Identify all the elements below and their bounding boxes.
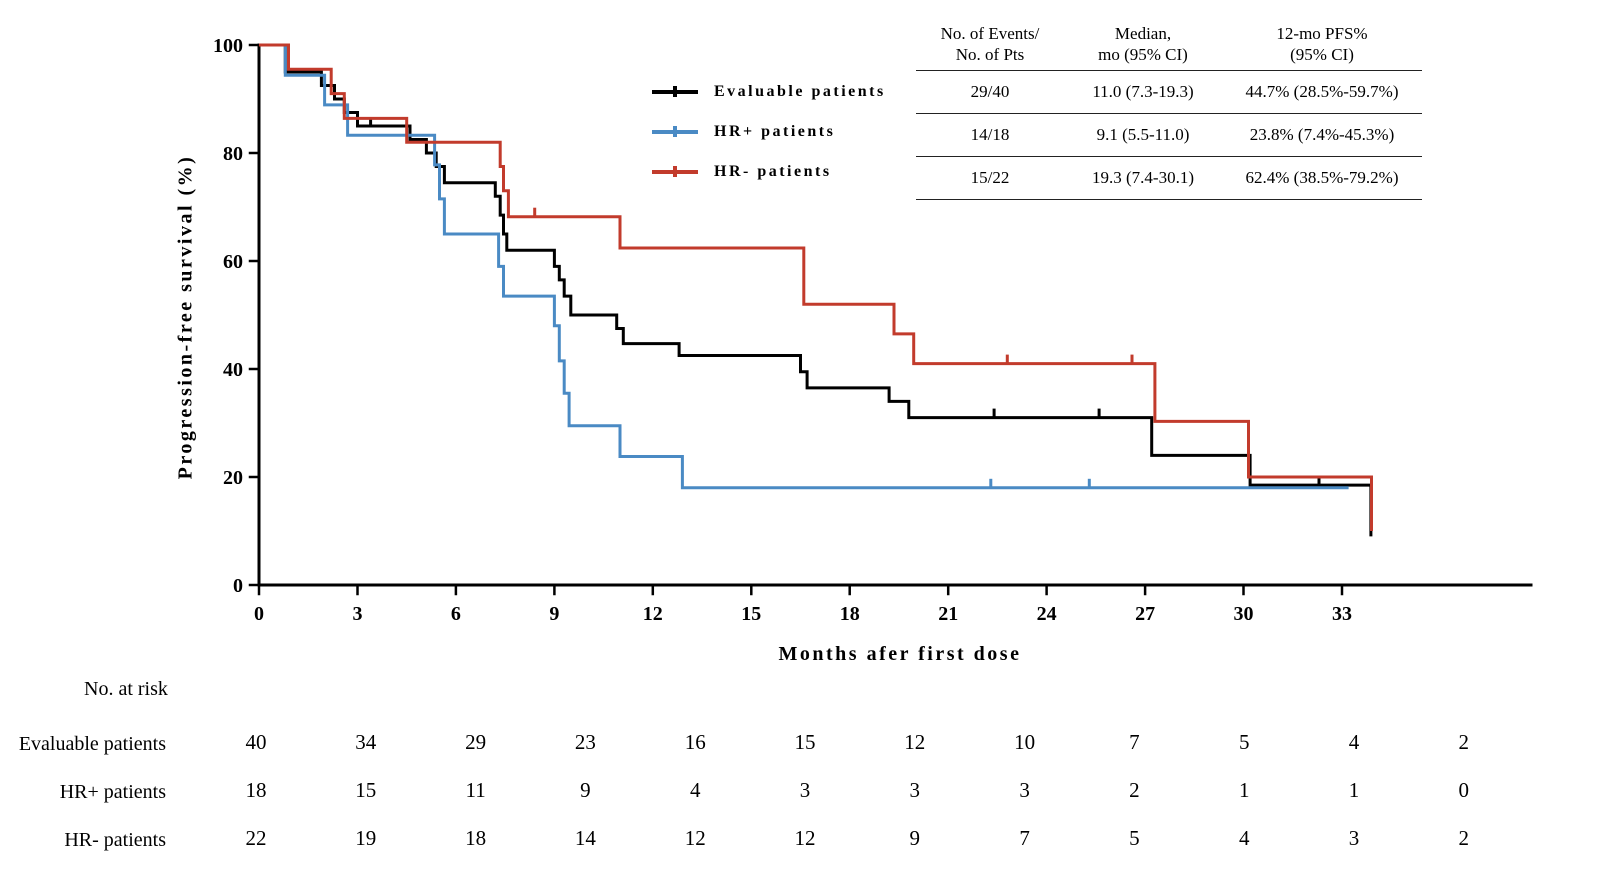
legend-line-marker-hr-minus [652, 166, 698, 178]
svg-text:34: 34 [355, 730, 377, 754]
legend-item-hr-minus: HR- patients [652, 152, 886, 192]
svg-text:29: 29 [465, 730, 486, 754]
stats-cell-median: 9.1 (5.5-11.0) [1096, 125, 1190, 145]
stats-cell-events: 15/22 [970, 168, 1010, 188]
svg-text:9: 9 [580, 778, 591, 802]
svg-text:27: 27 [1135, 603, 1155, 625]
svg-text:9: 9 [549, 603, 559, 625]
svg-text:30: 30 [1234, 603, 1254, 625]
svg-text:16: 16 [685, 730, 706, 754]
svg-text:18: 18 [246, 778, 267, 802]
y-axis-title: Progression-free survival (%) [174, 154, 197, 480]
legend-line-marker-evaluable [652, 86, 698, 98]
risk-row-label-hr-minus: HR- patients [64, 829, 166, 851]
censor-tick-icon [673, 86, 677, 98]
legend-line-marker-hr-plus [652, 126, 698, 138]
svg-text:40: 40 [223, 359, 243, 381]
svg-text:3: 3 [800, 778, 811, 802]
svg-text:1: 1 [1239, 778, 1250, 802]
svg-text:3: 3 [1019, 778, 1030, 802]
svg-text:19: 19 [355, 826, 376, 850]
svg-text:15: 15 [741, 603, 761, 625]
svg-text:3: 3 [1349, 826, 1360, 850]
svg-text:4: 4 [1349, 730, 1360, 754]
svg-text:3: 3 [910, 778, 921, 802]
svg-text:18: 18 [840, 603, 860, 625]
risk-row-label-hr-plus: HR+ patients [59, 781, 166, 803]
stats-header-median: Median, mo (95% CI) [1098, 23, 1188, 64]
stats-row-evaluable: 29/40 11.0 (7.3-19.3) 44.7% (28.5%-59.7%… [916, 71, 1422, 114]
stats-cell-median: 19.3 (7.4-30.1) [1092, 168, 1194, 188]
svg-text:12: 12 [795, 826, 816, 850]
svg-text:100: 100 [213, 35, 243, 57]
stats-cell-pfs: 62.4% (38.5%-79.2%) [1245, 168, 1399, 188]
risk-row-label-evaluable: Evaluable patients [18, 733, 166, 755]
svg-text:6: 6 [451, 603, 461, 625]
svg-text:3: 3 [353, 603, 363, 625]
svg-text:4: 4 [1239, 826, 1250, 850]
svg-text:0: 0 [1459, 778, 1470, 802]
svg-text:12: 12 [904, 730, 925, 754]
x-axis-title: Months afer first dose [778, 643, 1022, 665]
censor-tick-icon [673, 166, 677, 178]
stats-row-hr-plus: 14/18 9.1 (5.5-11.0) 23.8% (7.4%-45.3%) [916, 114, 1422, 157]
stats-cell-pfs: 23.8% (7.4%-45.3%) [1249, 125, 1395, 145]
svg-text:20: 20 [223, 467, 243, 489]
legend-label-hr-plus: HR+ patients [714, 123, 836, 140]
stats-cell-pfs: 44.7% (28.5%-59.7%) [1245, 82, 1399, 102]
tick-labels: 0 20 40 60 80 100 0 3 6 9 12 15 18 21 24 27 30 33 [213, 35, 1352, 625]
svg-text:1: 1 [1349, 778, 1360, 802]
svg-text:15: 15 [795, 730, 816, 754]
axes [248, 43, 1533, 596]
risk-table-title: No. at risk [84, 678, 168, 700]
svg-text:15: 15 [355, 778, 376, 802]
series-hr-patients [259, 43, 1373, 531]
svg-text:10: 10 [1014, 730, 1035, 754]
svg-text:12: 12 [685, 826, 706, 850]
svg-text:21: 21 [938, 603, 958, 625]
svg-text:14: 14 [575, 826, 597, 850]
svg-text:18: 18 [465, 826, 486, 850]
legend-item-hr-plus: HR+ patients [652, 112, 886, 152]
svg-text:4: 4 [690, 778, 701, 802]
svg-text:40: 40 [246, 730, 267, 754]
svg-text:5: 5 [1239, 730, 1250, 754]
svg-text:80: 80 [223, 143, 243, 165]
svg-text:7: 7 [1129, 730, 1140, 754]
stats-row-hr-minus: 15/22 19.3 (7.4-30.1) 62.4% (38.5%-79.2%… [916, 157, 1422, 200]
stats-header-events: No. of Events/ No. of Pts [940, 23, 1040, 64]
stats-header-pfs: 12-mo PFS% (95% CI) [1276, 23, 1368, 64]
svg-text:0: 0 [254, 603, 264, 625]
svg-text:2: 2 [1459, 826, 1470, 850]
legend-label-evaluable: Evaluable patients [714, 83, 886, 100]
svg-text:24: 24 [1037, 603, 1057, 625]
svg-text:7: 7 [1019, 826, 1030, 850]
svg-text:0: 0 [233, 575, 243, 597]
svg-text:12: 12 [643, 603, 663, 625]
stats-cell-median: 11.0 (7.3-19.3) [1092, 82, 1194, 102]
svg-text:22: 22 [246, 826, 267, 850]
svg-text:33: 33 [1332, 603, 1352, 625]
censor-tick-icon [673, 126, 677, 138]
legend-item-evaluable: Evaluable patients [652, 72, 886, 112]
svg-text:60: 60 [223, 251, 243, 273]
risk-table-counts: 40 34 29 23 16 15 12 10 7 5 4 218 15 11 9 4 3 3 3 2 1 1 022 19 1… [246, 730, 1470, 850]
stats-table-header: No. of Events/ No. of Pts Median, mo (95… [916, 20, 1422, 71]
stats-table: No. of Events/ No. of Pts Median, mo (95… [916, 20, 1422, 200]
svg-text:11: 11 [465, 778, 485, 802]
legend: Evaluable patients HR+ patients HR- pati… [652, 72, 886, 192]
svg-text:23: 23 [575, 730, 596, 754]
stats-cell-events: 29/40 [970, 82, 1010, 102]
svg-text:5: 5 [1129, 826, 1140, 850]
svg-text:2: 2 [1129, 778, 1140, 802]
svg-text:9: 9 [910, 826, 921, 850]
legend-label-hr-minus: HR- patients [714, 163, 832, 180]
stats-cell-events: 14/18 [970, 125, 1010, 145]
svg-text:2: 2 [1459, 730, 1470, 754]
